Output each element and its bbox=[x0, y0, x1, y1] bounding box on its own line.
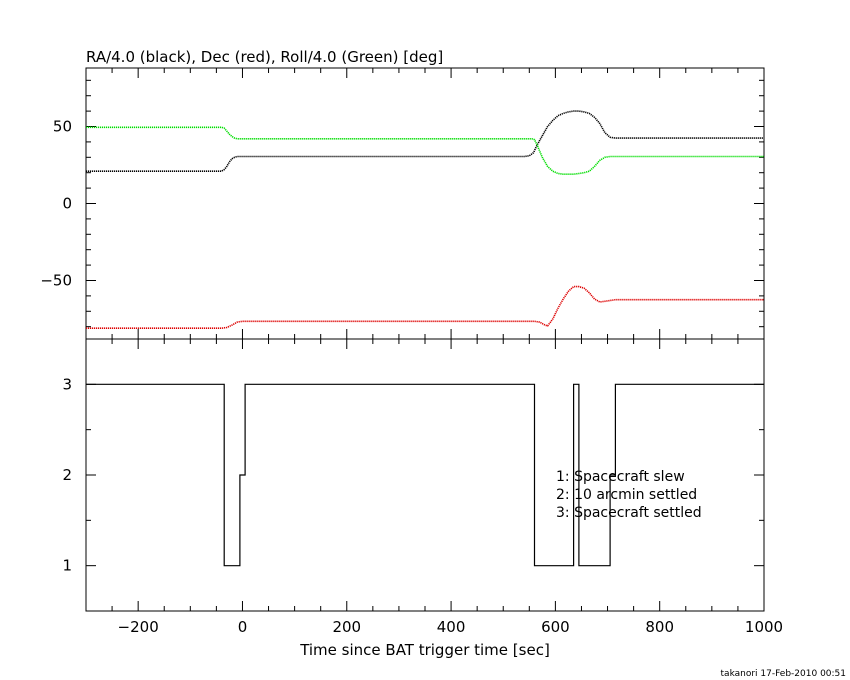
state-legend-1: 1: Spacecraft slew bbox=[556, 469, 685, 485]
x-tick-label: 400 bbox=[437, 618, 466, 636]
y-tick-label: 3 bbox=[62, 375, 72, 393]
footer-stamp: takanori 17-Feb-2010 00:51 bbox=[721, 669, 846, 679]
bottom-panel-series bbox=[86, 383, 764, 567]
y-tick-label: 50 bbox=[53, 118, 72, 136]
series-line-ra bbox=[86, 110, 764, 172]
x-tick-label: 600 bbox=[541, 618, 570, 636]
top-panel-frame bbox=[85, 67, 765, 340]
x-axis-label: Time since BAT trigger time [sec] bbox=[299, 641, 550, 659]
y-tick-label: 1 bbox=[62, 557, 72, 575]
x-tick-label: 800 bbox=[645, 618, 674, 636]
state-step-line bbox=[86, 383, 764, 567]
series-line-roll bbox=[86, 126, 764, 175]
bottom-panel-ticks: −200 0 200 400 600 800 1000 3 2 1 bbox=[62, 338, 783, 636]
x-tick-label: −200 bbox=[118, 618, 159, 636]
state-legend-2: 2: 10 arcmin settled bbox=[556, 487, 697, 503]
top-panel-series bbox=[86, 110, 764, 330]
chart-title: RA/4.0 (black), Dec (red), Roll/4.0 (Gre… bbox=[86, 48, 443, 66]
top-panel-ticks: 50 0 −50 bbox=[40, 68, 765, 339]
y-tick-label: 2 bbox=[62, 466, 72, 484]
y-tick-label: 0 bbox=[62, 195, 72, 213]
state-legend-3: 3: Spacecraft settled bbox=[556, 505, 702, 521]
x-tick-label: 0 bbox=[238, 618, 248, 636]
y-tick-label: −50 bbox=[40, 271, 72, 289]
x-tick-label: 200 bbox=[332, 618, 361, 636]
state-legend: 1: Spacecraft slew 2: 10 arcmin settled … bbox=[556, 469, 702, 521]
x-tick-label: 1000 bbox=[745, 618, 783, 636]
series-line-dec bbox=[86, 285, 764, 330]
